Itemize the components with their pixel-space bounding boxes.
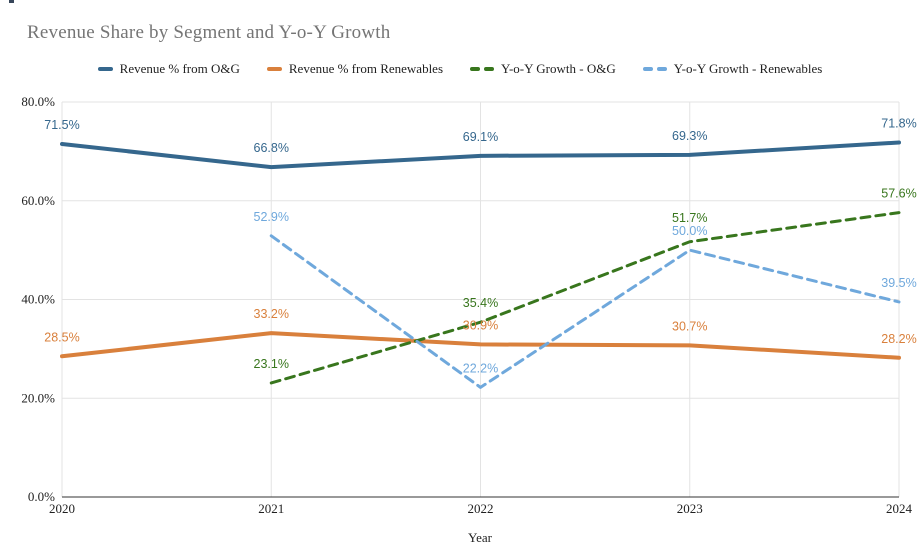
y-axis-tick-label: 60.0%	[21, 193, 55, 208]
data-point-label: 30.9%	[463, 318, 498, 332]
legend-label: Y-o-Y Growth - O&G	[501, 61, 616, 76]
data-point-label: 28.2%	[881, 332, 916, 346]
data-point-label: 28.5%	[44, 330, 79, 344]
legend-label: Revenue % from Renewables	[288, 61, 444, 76]
data-point-label: 39.5%	[881, 276, 916, 290]
data-point-label: 66.8%	[254, 141, 289, 155]
data-point-label: 71.8%	[881, 116, 916, 130]
data-point-label: 50.0%	[672, 224, 707, 238]
x-axis-title: Year	[468, 530, 492, 545]
data-point-label: 33.2%	[254, 307, 289, 321]
legend-label: Revenue % from O&G	[119, 61, 240, 76]
x-axis-tick-label: 2021	[258, 501, 284, 516]
legend-label: Y-o-Y Growth - Renewables	[673, 61, 823, 76]
series-line-2[interactable]	[60, 331, 901, 360]
chart-legend: Revenue % from O&G Revenue % from Renewab…	[0, 61, 920, 77]
y-axis-tick-label: 40.0%	[21, 292, 55, 307]
x-axis-tick-label: 2020	[49, 501, 75, 516]
series-line-4[interactable]	[269, 234, 901, 389]
series-line-1[interactable]	[60, 140, 901, 170]
data-point-label: 71.5%	[44, 118, 79, 132]
y-axis-tick-label: 0.0%	[28, 489, 55, 504]
series-line-3[interactable]	[269, 211, 901, 385]
data-point-label: 22.2%	[463, 361, 498, 375]
data-point-label: 51.7%	[672, 211, 707, 225]
data-point-label: 52.9%	[254, 210, 289, 224]
x-axis-tick-label: 2024	[886, 501, 913, 516]
legend-item-1[interactable]: Revenue % from O&G	[97, 61, 240, 77]
data-point-label: 57.6%	[881, 187, 916, 201]
legend-item-2[interactable]: Revenue % from Renewables	[266, 61, 444, 77]
data-point-label: 69.3%	[672, 129, 707, 143]
screen-artifact	[9, 0, 14, 3]
chart-title: Revenue Share by Segment and Y-o-Y Growt…	[27, 22, 391, 43]
dashed-line-swatch-icon	[470, 67, 495, 71]
legend-item-4[interactable]: Y-o-Y Growth - Renewables	[642, 61, 823, 77]
solid-line-swatch-icon	[266, 67, 282, 71]
y-axis-tick-label: 80.0%	[21, 94, 55, 109]
data-point-label: 69.1%	[463, 130, 498, 144]
data-point-label: 35.4%	[463, 296, 498, 310]
data-point-label: 30.7%	[672, 319, 707, 333]
x-axis-tick-label: 2023	[677, 501, 703, 516]
y-axis-tick-label: 20.0%	[21, 390, 55, 405]
dashed-line-swatch-icon	[642, 67, 667, 71]
x-axis-tick-label: 2022	[468, 501, 494, 516]
legend-item-3[interactable]: Y-o-Y Growth - O&G	[470, 61, 616, 77]
data-point-label: 23.1%	[254, 357, 289, 371]
solid-line-swatch-icon	[97, 67, 113, 71]
